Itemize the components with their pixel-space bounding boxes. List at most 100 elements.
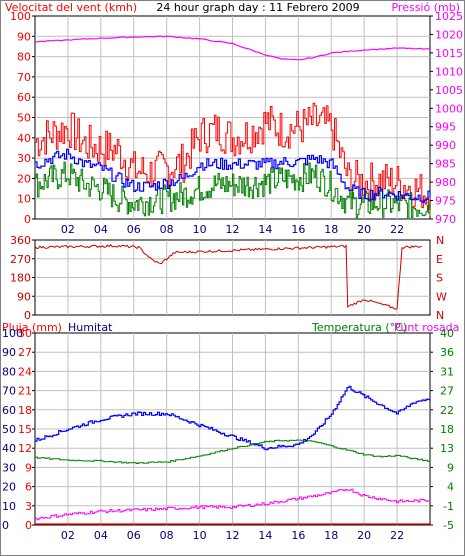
humidity-tick-label: 70	[2, 385, 16, 398]
hour-tick-label: 14	[258, 529, 272, 542]
temperature-tick-label: 13	[440, 442, 454, 455]
humidity-tick-label: 90	[2, 346, 16, 359]
wind-tick-label: 90	[17, 30, 31, 43]
rain-tick-label: 9	[25, 461, 32, 474]
hour-tick-label: 16	[291, 223, 305, 236]
humidity-tick-label: 40	[2, 442, 16, 455]
wind-tick-label: 70	[17, 71, 31, 84]
pressure-tick-label: 1000	[435, 102, 463, 115]
pressure-line	[34, 35, 431, 61]
hour-tick-label: 22	[390, 223, 404, 236]
wind-speed-header: Velocitat del vent (kmh)	[5, 1, 137, 14]
wind-tick-label: 30	[17, 152, 31, 165]
pressure-tick-label: 995	[435, 121, 456, 134]
compass-tick-label: W	[436, 290, 447, 303]
rain-tick-label: 21	[18, 385, 32, 398]
temperature-tick-label: 27	[440, 385, 454, 398]
temperature-header: Temperatura (°C)	[311, 321, 407, 334]
hour-tick-label: 20	[357, 529, 371, 542]
hour-tick-label: 10	[193, 529, 207, 542]
temperature-tick-label: 9	[447, 461, 454, 474]
graph-title: 24 hour graph day : 11 Febrero 2009	[156, 1, 359, 14]
hour-tick-label: 04	[94, 223, 108, 236]
hour-tick-label: 18	[324, 529, 338, 542]
humidity-tick-label: 50	[2, 423, 16, 436]
rain-header: Pluja (mm)	[2, 321, 62, 334]
temperature-tick-label: 40	[440, 327, 454, 340]
hour-tick-label: 08	[160, 223, 174, 236]
dewpoint-line	[35, 488, 431, 521]
humidity-line	[35, 385, 430, 451]
wind-tick-label: 10	[17, 193, 31, 206]
wind-tick-label: 20	[17, 172, 31, 185]
humidity-tick-label: 0	[2, 519, 9, 532]
temperature-tick-label: 18	[440, 423, 454, 436]
hour-tick-label: 10	[193, 223, 207, 236]
temperature-tick-label: 31	[440, 365, 454, 378]
wind-tick-label: 50	[17, 112, 31, 125]
humidity-tick-label: 20	[2, 481, 16, 494]
pressure-tick-label: 1025	[435, 10, 463, 23]
wind-low-line	[35, 161, 431, 220]
hour-tick-label: 12	[226, 529, 240, 542]
direction-tick-label: 360	[10, 234, 31, 247]
temperature-tick-label: -5	[443, 519, 454, 532]
humidity-tick-label: 100	[2, 327, 23, 340]
direction-tick-label: 180	[10, 272, 31, 285]
rain-tick-label: 30	[18, 327, 32, 340]
rain-tick-label: 3	[25, 500, 32, 513]
temperature-tick-label: 4	[447, 481, 454, 494]
rain-tick-label: 24	[18, 365, 32, 378]
humidity-header: Humitat	[68, 321, 113, 334]
pressure-tick-label: 980	[435, 176, 456, 189]
wind-tick-label: 100	[10, 10, 31, 23]
rain-tick-label: 27	[18, 346, 32, 359]
compass-tick-label: E	[436, 253, 443, 266]
pressure-header: Pressió (mb)	[391, 1, 460, 14]
hour-tick-label: 04	[94, 529, 108, 542]
hour-tick-label: 08	[160, 529, 174, 542]
temperature-line	[35, 439, 431, 464]
compass-tick-label: N	[436, 309, 444, 322]
humidity-tick-label: 60	[2, 404, 16, 417]
rain-tick-label: 18	[18, 404, 32, 417]
wind-tick-label: 60	[17, 91, 31, 104]
wind-average-line	[35, 148, 431, 203]
pressure-tick-label: 1005	[435, 84, 463, 97]
wind-tick-label: 80	[17, 51, 31, 64]
pressure-tick-label: 990	[435, 139, 456, 152]
humidity-tick-label: 80	[2, 365, 16, 378]
rain-tick-label: 15	[18, 423, 32, 436]
hour-tick-label: 20	[357, 223, 371, 236]
temperature-tick-label: -1	[443, 500, 454, 513]
hour-tick-label: 22	[390, 529, 404, 542]
hour-tick-label: 14	[258, 223, 272, 236]
temperature-tick-label: 22	[440, 404, 454, 417]
wind-tick-label: 0	[24, 213, 31, 226]
humidity-tick-label: 30	[2, 461, 16, 474]
hour-tick-label: 02	[61, 529, 75, 542]
pressure-tick-label: 1010	[435, 65, 463, 78]
dewpoint-header: Punt rosada	[394, 321, 459, 334]
wind-direction-line	[34, 244, 423, 310]
pressure-tick-label: 970	[435, 213, 456, 226]
rain-tick-label: 6	[25, 481, 32, 494]
humidity-tick-label: 10	[2, 500, 16, 513]
pressure-tick-label: 985	[435, 158, 456, 171]
hour-tick-label: 06	[127, 529, 141, 542]
rain-tick-label: 12	[18, 442, 32, 455]
hour-tick-label: 12	[226, 223, 240, 236]
pressure-tick-label: 975	[435, 195, 456, 208]
pressure-tick-label: 1020	[435, 28, 463, 41]
pressure-tick-label: 1015	[435, 47, 463, 60]
direction-tick-label: 270	[10, 253, 31, 266]
direction-tick-label: 0	[24, 309, 31, 322]
hour-tick-label: 06	[127, 223, 141, 236]
hour-tick-label: 16	[291, 529, 305, 542]
hour-tick-label: 02	[61, 223, 75, 236]
temperature-tick-label: 36	[440, 346, 454, 359]
compass-tick-label: S	[436, 272, 443, 285]
rain-tick-label: 0	[25, 519, 32, 532]
wind-tick-label: 40	[17, 132, 31, 145]
